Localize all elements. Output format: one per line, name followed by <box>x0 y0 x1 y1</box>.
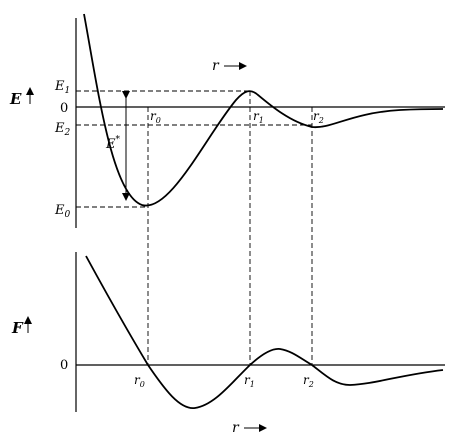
level-label-e0: E0 <box>54 203 71 220</box>
energy-r-axis-label: r <box>212 58 220 74</box>
force-r1-label: r1 <box>244 373 255 389</box>
force-panel: F 0 r0 r1 r2 r <box>11 252 445 436</box>
energy-r1-label: r1 <box>253 109 264 125</box>
force-r2-label: r2 <box>303 373 314 389</box>
level-label-e1: E1 <box>54 79 70 96</box>
vertical-connectors <box>147 91 313 365</box>
energy-curve <box>83 13 444 207</box>
level-label-e2: E2 <box>54 121 71 138</box>
force-zero-label: 0 <box>60 358 68 373</box>
force-curve <box>85 255 444 409</box>
force-r0-label: r0 <box>134 373 145 389</box>
level-label-zero: 0 <box>60 101 68 116</box>
force-axis-symbol: F <box>11 319 24 337</box>
energy-panel: E r E1 0 E2 E0 E* r0 r1 r2 <box>9 13 445 228</box>
energy-r0-label: r0 <box>150 109 161 125</box>
force-r-axis-label: r <box>232 420 240 436</box>
energy-axis-symbol: E <box>9 90 22 108</box>
energy-r2-label: r2 <box>313 109 324 125</box>
